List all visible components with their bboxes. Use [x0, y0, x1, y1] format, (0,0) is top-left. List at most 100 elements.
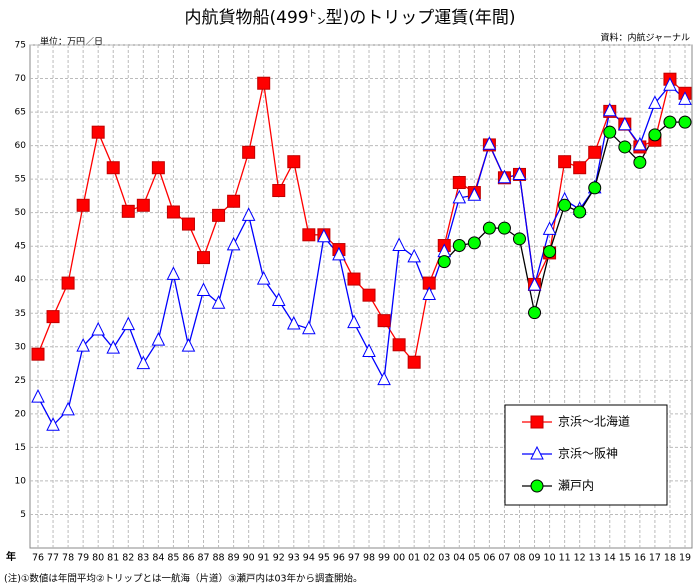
x-tick-label: 09	[528, 553, 540, 564]
marker-square	[530, 415, 544, 429]
x-tick-label: 02	[423, 553, 435, 564]
x-tick-label: 03	[438, 553, 450, 564]
marker-square	[136, 198, 150, 212]
marker-circle	[482, 221, 496, 235]
marker-square	[588, 145, 602, 159]
x-tick-label: 96	[333, 553, 345, 564]
marker-circle	[588, 181, 602, 195]
x-tick-label: 17	[649, 553, 661, 564]
marker-triangle	[633, 136, 647, 151]
x-tick-label: 95	[318, 553, 330, 564]
marker-triangle	[226, 236, 241, 251]
marker-square	[181, 217, 195, 231]
unit-label: 単位：万円／日	[40, 36, 103, 48]
x-tick-label: 81	[107, 553, 119, 564]
marker-triangle	[618, 116, 632, 131]
marker-triangle	[317, 228, 331, 243]
x-tick-label: 86	[182, 553, 194, 564]
x-tick-label: 00	[393, 553, 405, 564]
x-tick-label: 06	[483, 553, 495, 564]
marker-square	[61, 276, 75, 290]
marker-triangle	[648, 95, 662, 109]
x-tick-label: 11	[559, 553, 571, 564]
marker-circle	[530, 479, 544, 493]
x-tick-label: 94	[303, 553, 315, 564]
y-tick-label: 15	[15, 443, 26, 453]
y-tick-label: 5	[20, 510, 26, 520]
marker-square	[91, 125, 105, 139]
marker-circle	[663, 115, 677, 129]
marker-square	[197, 251, 211, 265]
legend-label: 京浜～阪神	[558, 447, 618, 461]
marker-triangle	[407, 248, 421, 263]
x-tick-label: 79	[77, 553, 89, 564]
marker-triangle	[196, 282, 211, 296]
marker-circle	[497, 221, 511, 235]
marker-triangle	[452, 189, 467, 204]
x-tick-label: 76	[32, 553, 44, 564]
y-tick-label: 45	[15, 242, 26, 252]
marker-triangle	[512, 166, 527, 180]
x-tick-label: 78	[62, 553, 74, 564]
marker-circle	[452, 239, 466, 253]
marker-circle	[528, 306, 542, 320]
chart-title: 内航貨物船(499㌧型)のトリップ運賃(年間)	[185, 8, 516, 28]
marker-triangle	[91, 321, 105, 336]
marker-triangle	[678, 91, 692, 105]
marker-square	[302, 228, 316, 242]
marker-square	[272, 184, 286, 198]
marker-square	[166, 205, 180, 219]
marker-triangle	[467, 187, 482, 201]
marker-triangle	[286, 315, 301, 330]
marker-triangle	[422, 286, 437, 300]
legend-label: 瀬戸内	[558, 479, 594, 493]
marker-square	[31, 347, 45, 361]
marker-square	[392, 338, 406, 352]
marker-triangle	[362, 343, 376, 357]
marker-triangle	[602, 102, 617, 117]
marker-square	[347, 272, 361, 286]
marker-square	[257, 76, 271, 90]
x-tick-label: 16	[634, 553, 646, 564]
y-tick-label: 40	[15, 275, 27, 285]
marker-square	[452, 175, 466, 189]
y-tick-label: 65	[15, 108, 26, 118]
x-axis-label: 年	[6, 550, 16, 563]
marker-triangle	[527, 276, 542, 291]
x-tick-label: 87	[197, 553, 209, 564]
y-tick-label: 70	[15, 74, 27, 84]
y-tick-label: 30	[15, 342, 27, 352]
x-tick-label: 19	[679, 553, 691, 564]
x-tick-label: 93	[288, 553, 300, 564]
x-tick-label: 91	[258, 553, 270, 564]
x-tick-label: 15	[619, 553, 631, 564]
marker-circle	[633, 155, 647, 169]
x-tick-label: 10	[544, 553, 556, 564]
marker-triangle	[106, 340, 121, 354]
y-tick-label: 55	[15, 175, 26, 185]
marker-triangle	[392, 237, 406, 252]
y-tick-label: 20	[15, 409, 27, 419]
x-tick-label: 01	[408, 553, 420, 564]
x-tick-label: 83	[137, 553, 149, 564]
marker-square	[121, 204, 135, 218]
marker-square	[377, 314, 391, 328]
marker-square	[46, 310, 60, 324]
marker-circle	[437, 255, 451, 269]
x-tick-label: 98	[363, 553, 375, 564]
marker-triangle	[76, 338, 90, 352]
marker-triangle	[663, 77, 677, 91]
y-tick-label: 60	[15, 141, 27, 151]
marker-triangle	[46, 417, 60, 431]
marker-triangle	[271, 292, 286, 307]
marker-square	[242, 145, 256, 159]
note: (注)①数値は年間平均②トリップとは一航海（片道）③瀬戸内は03年から調査開始。	[4, 573, 363, 585]
marker-circle	[573, 205, 587, 219]
marker-triangle	[61, 401, 75, 416]
marker-square	[407, 355, 421, 369]
x-tick-label: 89	[228, 553, 240, 564]
y-tick-label: 50	[15, 208, 27, 218]
marker-triangle	[497, 169, 512, 184]
x-tick-label: 92	[273, 553, 285, 564]
